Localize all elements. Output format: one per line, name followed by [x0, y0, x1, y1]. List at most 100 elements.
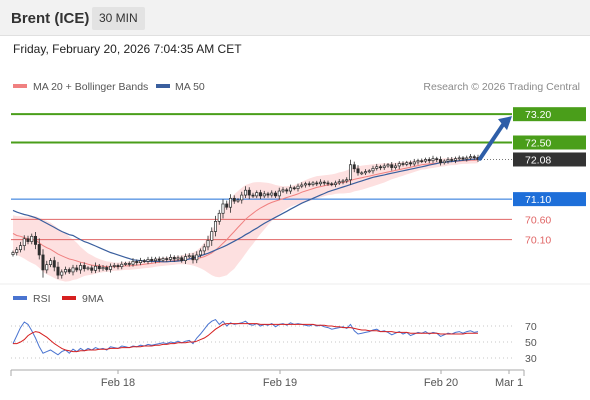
candle	[217, 209, 221, 225]
candle	[131, 258, 135, 267]
candle	[75, 264, 79, 273]
candle	[337, 179, 341, 185]
candle	[45, 260, 49, 274]
candle-body	[206, 240, 210, 248]
candle	[292, 186, 296, 191]
candle	[228, 194, 233, 213]
candle-body	[225, 203, 229, 208]
candle	[273, 190, 278, 199]
candle-body	[315, 182, 319, 185]
candle-body	[63, 269, 68, 273]
candle-body	[101, 267, 105, 270]
rsi-legend-swatch	[13, 296, 27, 300]
candle-body	[337, 181, 341, 184]
candle	[408, 160, 413, 167]
candle	[236, 198, 240, 203]
candle-body	[438, 159, 443, 164]
candle	[142, 258, 146, 264]
candle	[401, 161, 405, 167]
candle-body	[450, 159, 454, 161]
candle-body	[416, 160, 420, 163]
candle-body	[401, 163, 405, 165]
candle	[11, 250, 15, 257]
candle-body	[22, 238, 26, 246]
candle	[232, 195, 236, 204]
interval-button[interactable]: 30 MIN	[92, 7, 145, 30]
candle	[322, 180, 326, 186]
candle-body	[82, 265, 86, 270]
candle	[461, 156, 465, 161]
candle	[191, 253, 195, 264]
candle-body	[465, 157, 469, 160]
candle	[311, 181, 315, 187]
candle-body	[431, 158, 435, 162]
rsi-panel: 70 50 30	[11, 318, 537, 365]
candle-body	[48, 260, 53, 266]
candle	[427, 157, 431, 164]
candle	[146, 256, 150, 265]
ma50-legend-swatch	[156, 84, 170, 88]
candle	[423, 157, 428, 163]
candle	[431, 155, 435, 163]
rsi-ma-legend-swatch	[62, 296, 76, 300]
candle-body	[307, 183, 311, 186]
candle-body	[180, 257, 184, 261]
candle-body	[52, 260, 56, 268]
candle	[225, 200, 229, 210]
candle-body	[423, 159, 428, 162]
candle	[71, 264, 75, 276]
candle	[262, 190, 266, 199]
candle-body	[363, 171, 368, 174]
candle-body	[18, 245, 23, 251]
level-box-last	[513, 152, 586, 167]
chart-header: Brent (ICE) 30 MIN	[0, 0, 590, 36]
candle-body	[33, 235, 38, 245]
candle-body	[435, 158, 439, 161]
candle-body	[247, 189, 251, 196]
candle	[446, 157, 450, 164]
candle	[468, 153, 473, 160]
candle	[247, 187, 251, 200]
candle	[371, 165, 375, 174]
ma50-legend-label: MA 50	[175, 81, 205, 93]
candle-body	[408, 162, 413, 165]
candle	[472, 154, 476, 160]
candle-body	[468, 156, 473, 159]
candle-body	[360, 172, 364, 175]
candle-body	[228, 197, 233, 208]
candle-body	[75, 267, 79, 271]
candle-body	[352, 164, 356, 170]
candle-body	[397, 163, 401, 167]
candle-body	[292, 187, 296, 190]
candle	[251, 192, 255, 198]
candle-body	[367, 170, 371, 173]
candle	[303, 181, 308, 188]
candle-body	[105, 267, 109, 270]
candle-body	[243, 189, 248, 196]
candle-body	[135, 261, 139, 263]
candle	[240, 191, 244, 204]
candle-body	[127, 263, 131, 265]
candle-body	[67, 269, 71, 273]
candle	[48, 258, 53, 268]
candle-body	[457, 157, 461, 160]
instrument-title: Brent (ICE)	[11, 10, 90, 27]
candle-body	[273, 192, 278, 197]
candle-body	[172, 257, 176, 260]
ma20-line	[12, 159, 479, 268]
candle	[108, 263, 113, 273]
candle	[397, 161, 401, 170]
candle	[277, 187, 281, 200]
rsi-tick-label: 30	[525, 353, 537, 365]
price-panel: 73.20 72.50 72.08 71.10 70.60 70.10	[11, 107, 586, 282]
candle-body	[318, 181, 323, 185]
rsi-tick-label: 70	[525, 321, 537, 333]
candle-body	[311, 182, 315, 185]
candle	[165, 256, 169, 262]
level-box-pivot	[513, 192, 586, 207]
candle-body	[390, 164, 394, 168]
candle-body	[330, 183, 334, 186]
candle-body	[303, 183, 308, 186]
candle	[15, 246, 19, 256]
candle-body	[262, 193, 266, 197]
